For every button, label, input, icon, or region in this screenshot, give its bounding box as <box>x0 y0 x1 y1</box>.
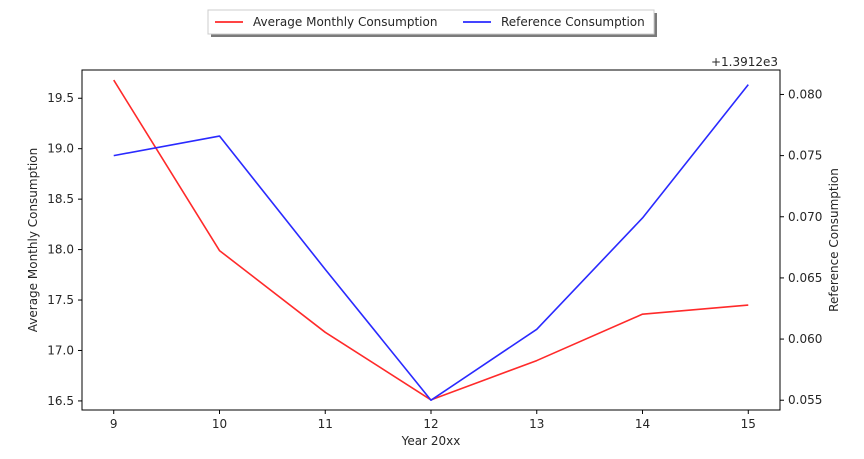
right-y-axis-label: Reference Consumption <box>827 168 841 312</box>
x-tick-label: 11 <box>318 417 333 431</box>
right-y-tick-label: 0.055 <box>788 393 822 407</box>
left-y-tick-label: 16.5 <box>47 394 74 408</box>
left-y-tick-label: 19.5 <box>47 91 74 105</box>
legend-label-average-monthly-consumption: Average Monthly Consumption <box>253 15 437 29</box>
legend-label-reference-consumption: Reference Consumption <box>501 15 645 29</box>
left-y-tick-label: 18.5 <box>47 192 74 206</box>
series-line-average-monthly-consumption <box>113 79 749 401</box>
x-tick-label: 9 <box>110 417 118 431</box>
right-y-tick-label: 0.065 <box>788 271 822 285</box>
left-y-axis-label: Average Monthly Consumption <box>26 148 40 332</box>
x-tick-label: 13 <box>529 417 544 431</box>
plot-area <box>81 69 781 411</box>
right-y-tick-label: 0.070 <box>788 210 822 224</box>
x-axis: 9 10 11 12 13 14 15 <box>110 410 756 431</box>
x-tick-label: 14 <box>635 417 650 431</box>
left-y-tick-label: 17.5 <box>47 293 74 307</box>
x-tick-label: 15 <box>741 417 756 431</box>
right-y-tick-label: 0.080 <box>788 87 822 101</box>
series-line-reference-consumption <box>113 84 749 402</box>
series <box>113 79 749 402</box>
left-y-axis: 16.5 17.0 17.5 18.0 18.5 19.0 19.5 <box>47 91 82 408</box>
legend: Average Monthly Consumption Reference Co… <box>207 9 657 37</box>
left-y-tick-label: 18.0 <box>47 243 74 257</box>
right-y-tick-label: 0.060 <box>788 332 822 346</box>
x-axis-label: Year 20xx <box>401 434 461 448</box>
left-y-tick-label: 17.0 <box>47 343 74 357</box>
left-y-tick-label: 19.0 <box>47 142 74 156</box>
right-y-axis: 0.055 0.060 0.065 0.070 0.075 0.080 <box>780 87 822 407</box>
right-y-axis-offset-text: +1.3912e3 <box>711 55 778 69</box>
legend-box <box>207 9 655 35</box>
right-y-tick-label: 0.075 <box>788 149 822 163</box>
x-tick-label: 10 <box>212 417 227 431</box>
x-tick-label: 12 <box>423 417 438 431</box>
